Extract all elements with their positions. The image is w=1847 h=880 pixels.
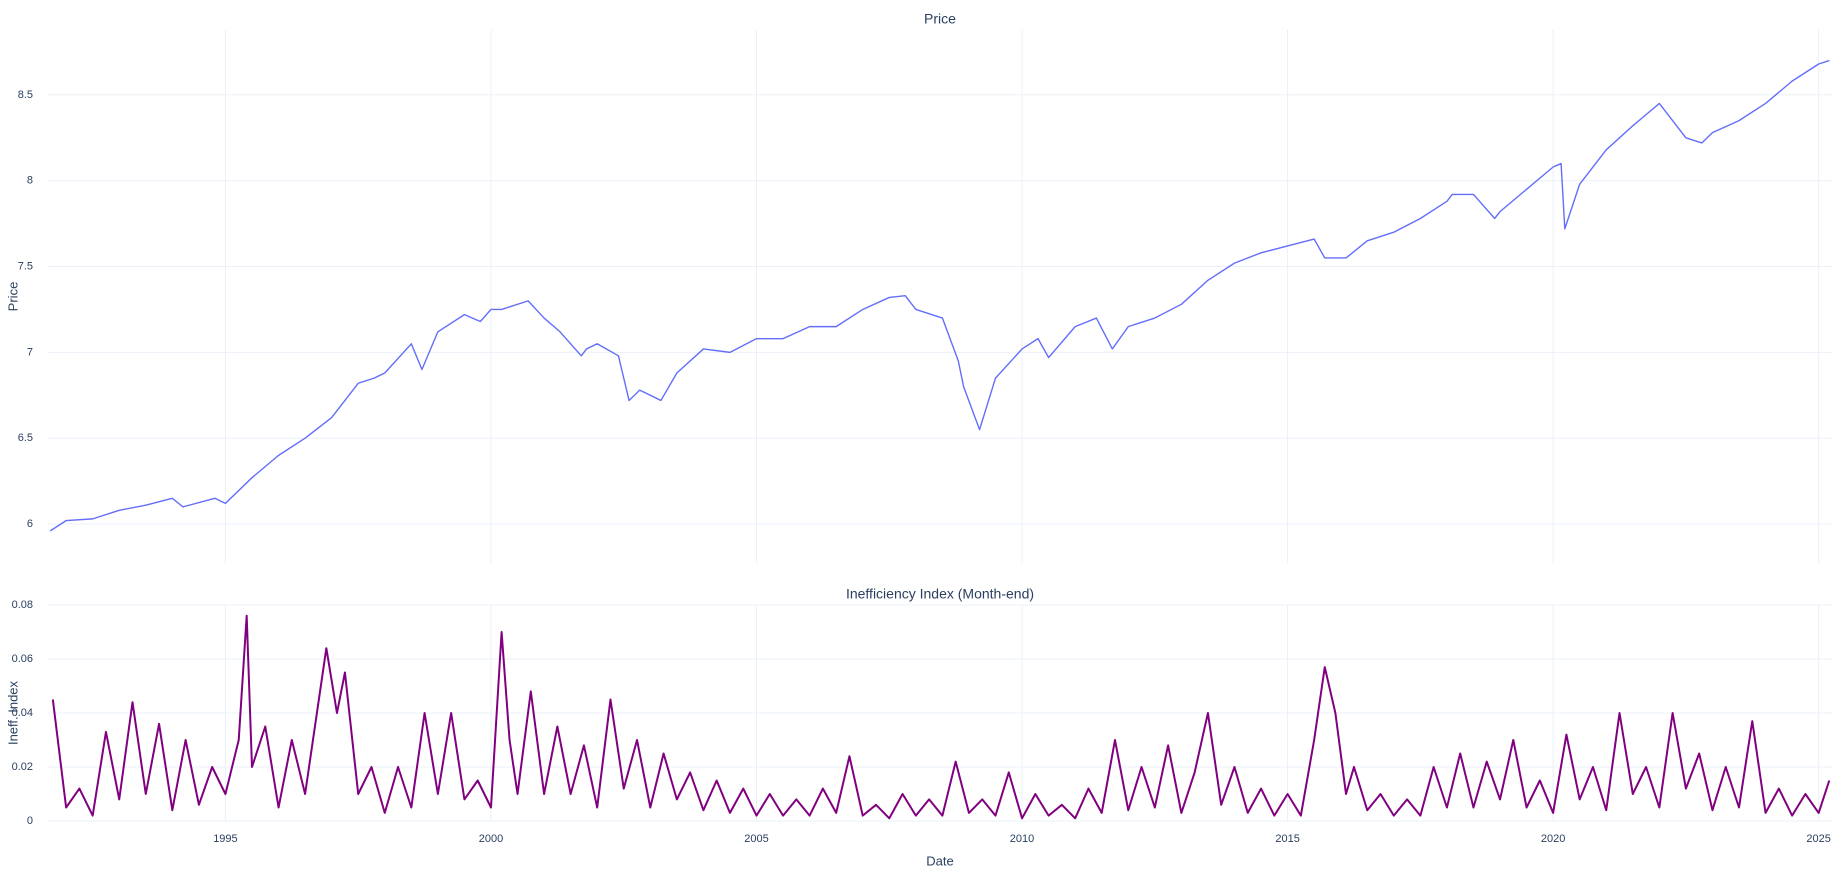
y-tick-label: 8	[27, 175, 33, 187]
x-tick-label: 2025	[1806, 833, 1830, 845]
chart-title: Inefficiency Index (Month-end)	[846, 586, 1034, 602]
y-axis-label: Price	[5, 282, 20, 312]
y-tick-label: 8.5	[18, 89, 33, 101]
x-tick-label: 1995	[213, 833, 237, 845]
y-tick-label: 7	[27, 346, 33, 358]
data-line	[51, 614, 1831, 820]
y-axis-label: Ineff. Index	[5, 680, 20, 745]
y-tick-label: 0.04	[12, 707, 33, 719]
data-line	[49, 59, 1830, 532]
y-tick-label: 0.06	[12, 653, 33, 665]
x-tick-label: 2010	[1010, 833, 1034, 845]
y-tick-label: 6.5	[18, 432, 33, 444]
y-tick-label: 7.5	[18, 260, 33, 272]
y-tick-label: 6	[27, 518, 33, 530]
x-tick-label: 2015	[1275, 833, 1299, 845]
y-tick-label: 0	[27, 815, 33, 827]
x-axis-label: Date	[926, 853, 953, 868]
x-tick-label: 2000	[479, 833, 503, 845]
x-tick-label: 2020	[1541, 833, 1565, 845]
y-tick-label: 0.02	[12, 761, 33, 773]
x-tick-label: 2005	[744, 833, 768, 845]
y-tick-label: 0.08	[12, 599, 33, 611]
chart-title: Price	[924, 11, 956, 27]
